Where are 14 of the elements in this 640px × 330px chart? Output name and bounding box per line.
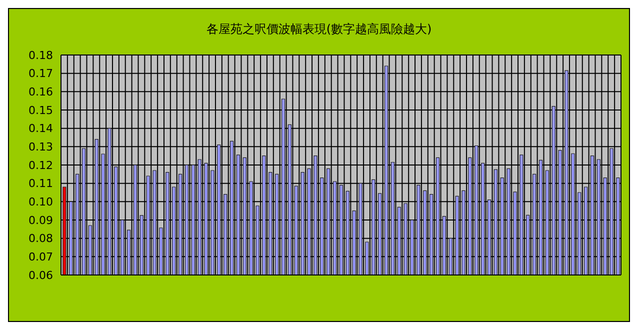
y-tick-label: 0.11 bbox=[28, 177, 53, 190]
y-tick-label: 0.14 bbox=[28, 122, 53, 136]
y-tick-label: 0.12 bbox=[28, 158, 53, 172]
y-tick-label: 0.16 bbox=[28, 86, 53, 99]
y-tick-label: 0.08 bbox=[28, 232, 53, 246]
y-tick-label: 0.09 bbox=[28, 214, 53, 227]
y-tick-label: 0.17 bbox=[28, 67, 53, 80]
y-tick-label: 0.15 bbox=[28, 104, 53, 117]
y-tick-label: 0.10 bbox=[28, 196, 53, 209]
chart-title: 各屋苑之呎價波幅表現(數字越高風險越大) bbox=[205, 21, 433, 38]
y-tick-label: 0.18 bbox=[28, 48, 53, 62]
y-tick-label: 0.06 bbox=[28, 268, 53, 282]
y-tick-label: 0.13 bbox=[28, 140, 53, 154]
y-tick-label: 0.07 bbox=[28, 250, 53, 264]
